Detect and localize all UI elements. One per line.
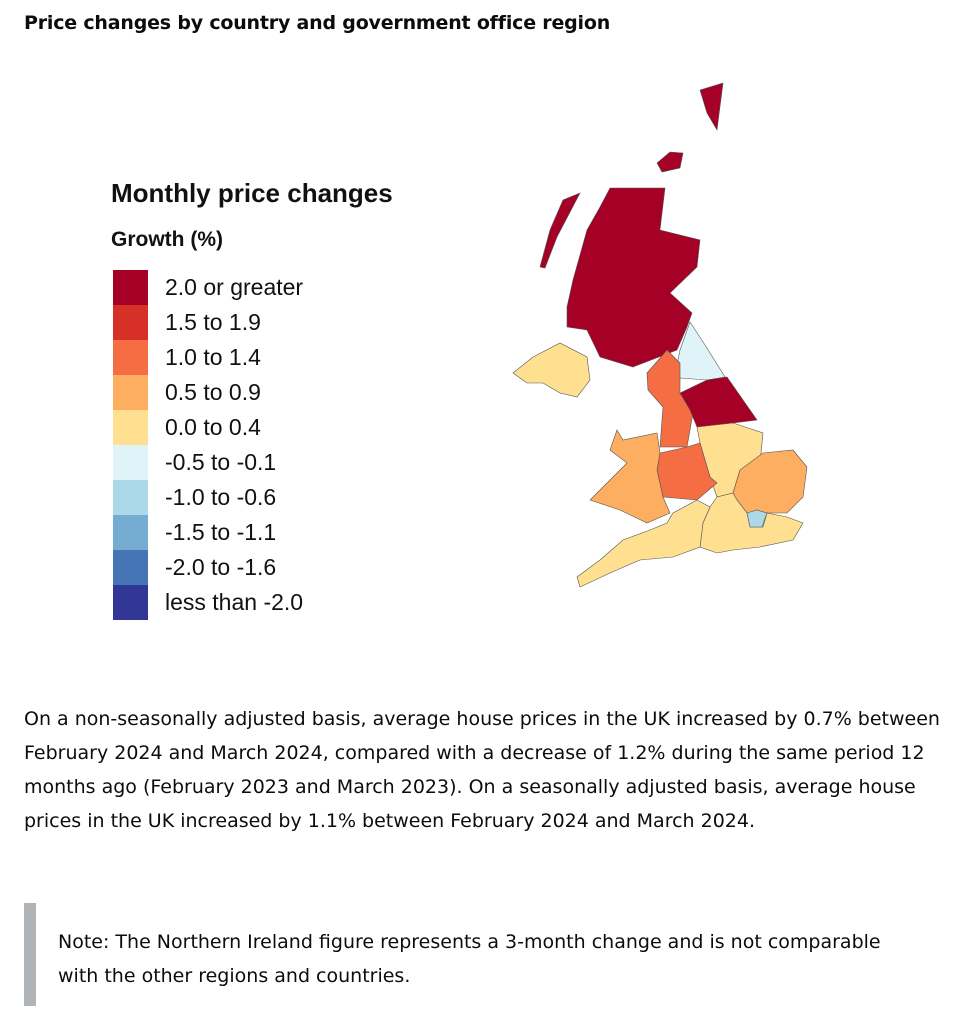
legend-swatch: [113, 585, 148, 620]
region-scotland: Scotland: [539, 82, 724, 368]
uk-choropleth-map: Scotland North East North West Yorkshire…: [512, 82, 808, 588]
region-london: London: [746, 509, 768, 528]
legend-item: -1.0 to -0.6: [113, 480, 303, 515]
legend-item: less than -2.0: [113, 585, 303, 620]
legend-swatch: [113, 550, 148, 585]
legend-title: Monthly price changes: [111, 178, 393, 208]
note-text: Note: The Northern Ireland figure repres…: [58, 931, 881, 987]
legend-label: -0.5 to -0.1: [165, 449, 277, 475]
legend-swatch: [113, 305, 148, 340]
scotland-mainland: [566, 187, 701, 368]
legend-swatch: [113, 270, 148, 305]
orkney: [656, 151, 684, 173]
legend-label: less than -2.0: [165, 589, 304, 615]
shetland: [699, 82, 724, 131]
legend-label: -2.0 to -1.6: [165, 554, 277, 580]
legend-swatch: [113, 410, 148, 445]
legend-label: 2.0 or greater: [165, 274, 304, 300]
legend-label: -1.5 to -1.1: [165, 519, 277, 545]
legend-item: 2.0 or greater: [113, 270, 303, 305]
legend-item: 0.0 to 0.4: [113, 410, 303, 445]
legend-swatch: [113, 515, 148, 550]
note-inset: Note: The Northern Ireland figure repres…: [24, 903, 946, 1006]
section-title: Price changes by country and government …: [24, 12, 611, 34]
region-northern-ireland: Northern Ireland: [512, 342, 591, 398]
summary-paragraph: On a non-seasonally adjusted basis, aver…: [24, 708, 940, 832]
legend-label: 1.0 to 1.4: [165, 344, 261, 370]
legend-item: 0.5 to 0.9: [113, 375, 303, 410]
legend-label: -1.0 to -0.6: [165, 484, 277, 510]
legend-item: 1.0 to 1.4: [113, 340, 303, 375]
legend-swatch: [113, 445, 148, 480]
legend-item: 1.5 to 1.9: [113, 305, 303, 340]
legend-subtitle: Growth (%): [111, 228, 223, 251]
legend-swatch: [113, 340, 148, 375]
legend-item: -0.5 to -0.1: [113, 445, 303, 480]
legend-swatch: [113, 480, 148, 515]
region-south-west: South West: [576, 499, 711, 588]
map-legend: 2.0 or greater 1.5 to 1.9 1.0 to 1.4 0.5 to…: [113, 270, 303, 620]
legend-label: 1.5 to 1.9: [165, 309, 261, 335]
legend-item: -1.5 to -1.1: [113, 515, 303, 550]
region-wales: Wales: [589, 429, 671, 524]
legend-label: 0.0 to 0.4: [165, 414, 261, 440]
legend-item: -2.0 to -1.6: [113, 550, 303, 585]
legend-label: 0.5 to 0.9: [165, 379, 261, 405]
outer-hebrides: [539, 192, 581, 269]
region-north-west: North West: [646, 349, 694, 448]
legend-swatch: [113, 375, 148, 410]
